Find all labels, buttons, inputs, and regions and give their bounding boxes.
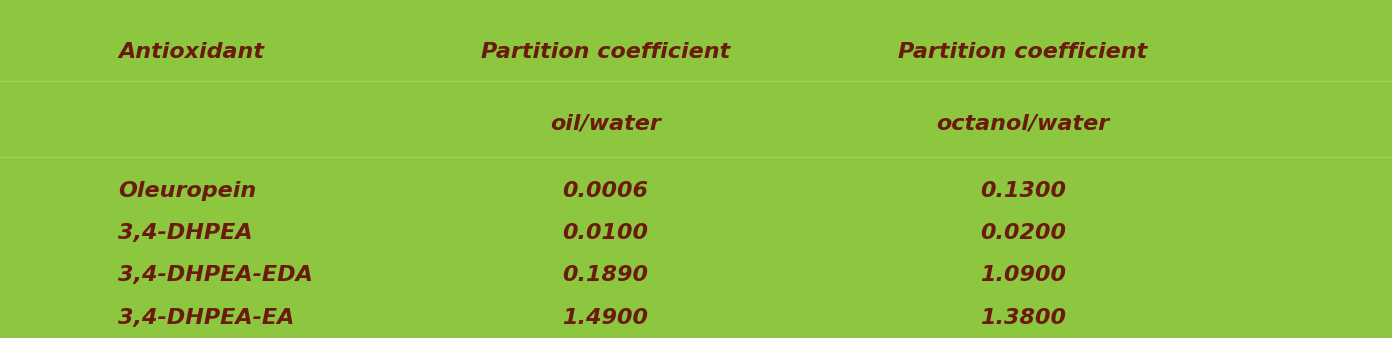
Text: 3,4-DHPEA-EA: 3,4-DHPEA-EA bbox=[118, 308, 295, 328]
Text: 1.3800: 1.3800 bbox=[980, 308, 1066, 328]
Text: Partition coefficient: Partition coefficient bbox=[898, 42, 1148, 63]
Text: octanol/water: octanol/water bbox=[937, 113, 1109, 134]
Text: oil/water: oil/water bbox=[550, 113, 661, 134]
Text: 1.4900: 1.4900 bbox=[562, 308, 649, 328]
Text: 0.0100: 0.0100 bbox=[562, 223, 649, 243]
Text: Oleuropein: Oleuropein bbox=[118, 181, 256, 201]
Text: 1.0900: 1.0900 bbox=[980, 265, 1066, 286]
Text: 0.1300: 0.1300 bbox=[980, 181, 1066, 201]
Text: Partition coefficient: Partition coefficient bbox=[480, 42, 731, 63]
Text: 3,4-DHPEA-EDA: 3,4-DHPEA-EDA bbox=[118, 265, 313, 286]
Text: 0.1890: 0.1890 bbox=[562, 265, 649, 286]
Text: Antioxidant: Antioxidant bbox=[118, 42, 264, 63]
Text: 0.0200: 0.0200 bbox=[980, 223, 1066, 243]
Text: 3,4-DHPEA: 3,4-DHPEA bbox=[118, 223, 253, 243]
Text: 0.0006: 0.0006 bbox=[562, 181, 649, 201]
